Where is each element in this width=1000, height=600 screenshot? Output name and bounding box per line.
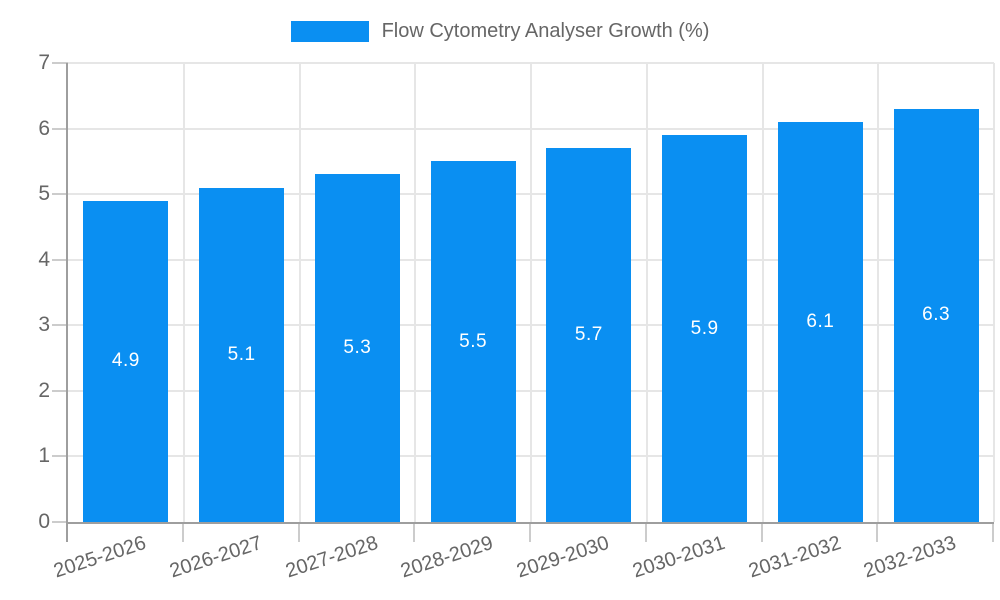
legend-item-growth[interactable]: Flow Cytometry Analyser Growth (%) [290,19,710,43]
gridline-vertical [530,63,532,522]
gridline-vertical [993,63,995,522]
y-axis-tick [52,193,68,196]
bar-value-label: 5.3 [343,337,372,359]
y-axis-tick [52,62,68,64]
y-axis-line [66,63,68,542]
bar-value-label: 5.9 [690,317,719,339]
y-axis-tick [52,455,68,458]
legend-label: Flow Cytometry Analyser Growth (%) [381,20,710,42]
bar-2028-2029: 5.5 [430,161,516,522]
y-axis-tick-label: 2 [38,378,50,402]
bar-2029-2030: 5.7 [546,148,632,522]
bar-2031-2032: 6.1 [777,122,863,522]
bar-2025-2026: 4.9 [83,200,169,522]
gridline-vertical [645,63,648,522]
bar-2026-2027: 5.1 [199,187,285,522]
y-axis-tick [52,127,68,130]
gridline-vertical [761,63,764,522]
bar-value-label: 4.9 [111,350,140,372]
bar-value-label: 5.1 [227,343,256,365]
gridline-vertical [414,63,417,522]
x-axis-line [66,522,994,524]
chart-legend: Flow Cytometry Analyser Growth (%) [0,19,1000,43]
x-axis-tick [529,522,531,542]
bar-2032-2033: 6.3 [893,108,979,522]
legend-swatch-icon [290,20,369,42]
y-axis-tick [52,324,68,327]
x-axis-tick [644,522,647,542]
y-axis-tick [52,389,68,392]
x-axis-tick [181,522,184,542]
y-axis-tick-label: 0 [38,510,50,533]
y-axis-tick-label: 3 [38,313,50,337]
bar-value-label: 5.5 [459,330,488,352]
y-axis-tick-label: 5 [38,182,50,206]
y-axis-tick-label: 4 [38,247,50,271]
bar-value-label: 6.3 [922,304,951,326]
y-axis-tick-label: 6 [38,116,50,140]
bar-2030-2031: 5.9 [662,135,748,522]
gridline-vertical [877,63,880,522]
y-axis-tick [52,258,68,261]
gridline-vertical [298,63,301,522]
bar-value-label: 5.7 [574,324,603,346]
gridline-vertical [182,63,185,522]
x-axis-tick [992,522,994,542]
bar-value-label: 6.1 [806,310,835,332]
bar-2027-2028: 5.3 [314,174,400,522]
x-axis-tick [760,522,763,542]
x-axis-tick [876,522,879,542]
y-axis-tick [52,521,68,523]
y-axis-tick-label: 1 [38,444,50,468]
x-axis-tick [297,522,300,542]
x-axis-tick [413,522,416,542]
y-axis-tick-label: 7 [38,51,50,74]
